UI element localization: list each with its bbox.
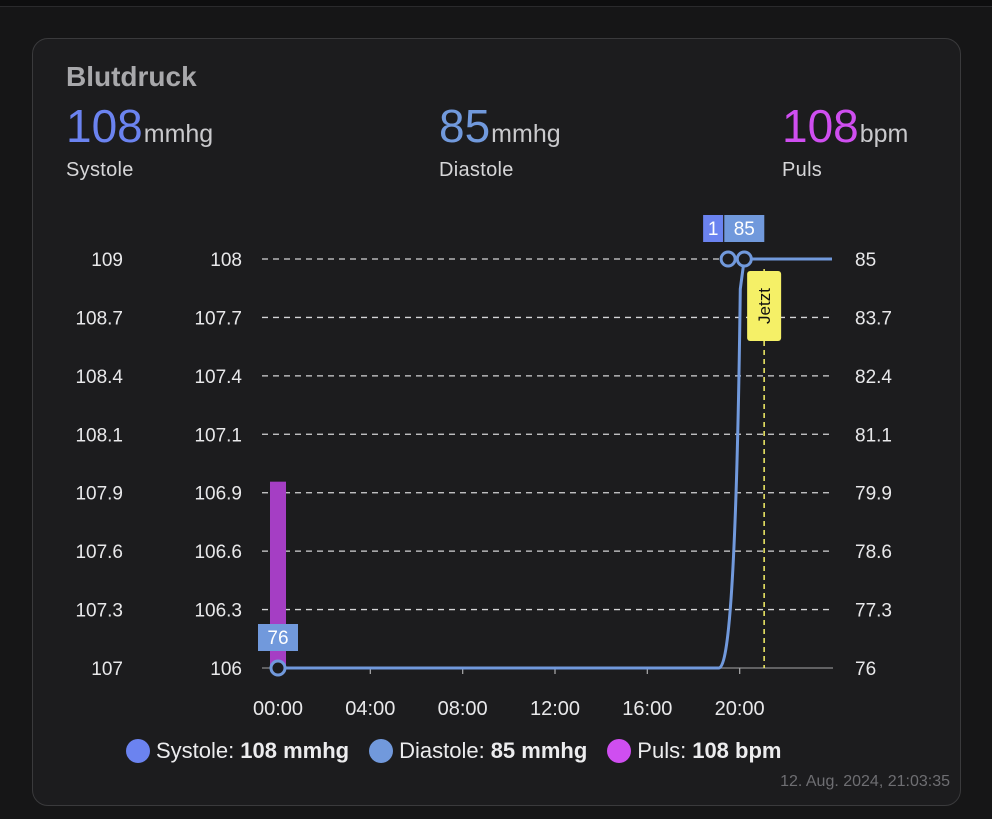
- now-marker-badge: [747, 271, 782, 341]
- last-updated-timestamp: 12. Aug. 2024, 21:03:35: [780, 773, 950, 790]
- y-tick-label-outer: 108.1: [75, 425, 123, 446]
- puls-bar: [270, 481, 286, 668]
- y-tick-label-outer: 108.4: [75, 367, 123, 388]
- y-tick-label-inner: 106.9: [194, 484, 242, 505]
- card-title: Blutdruck: [66, 61, 197, 92]
- data-point-marker: [719, 250, 737, 268]
- y-tick-label-inner: 107.4: [194, 367, 242, 388]
- y-tick-label-right: 82.4: [855, 367, 892, 388]
- y-tick-label-inner: 106: [210, 659, 242, 680]
- diastole-line: [278, 257, 832, 670]
- y-tick-label-inner: 106.6: [194, 542, 242, 563]
- dashboard-background: Blutdruck 108mmhg Systole 85mmhg Diastol…: [0, 6, 992, 819]
- y-tick-label-right: 85: [855, 250, 876, 271]
- legend-systole-name: Systole:: [156, 738, 235, 763]
- data-label-text: 1: [708, 219, 719, 240]
- systole-value: 108: [66, 100, 143, 152]
- y-tick-label-inner: 107.1: [194, 425, 242, 446]
- blood-pressure-chart[interactable]: 109 108 85 108.7 107.7 83.7 108.4 107.4 82.4 108.…: [33, 39, 960, 805]
- diastole-label: Diastole: [439, 159, 514, 181]
- legend-diastole-value: 85 mmhg: [490, 738, 588, 763]
- legend-puls-name: Puls:: [637, 738, 687, 763]
- puls-value: 108: [782, 100, 859, 152]
- y-tick-label-right: 76: [855, 659, 876, 680]
- data-label-text: 76: [267, 628, 288, 649]
- legend-diastole-name: Diastole:: [399, 738, 485, 763]
- legend-dot-systole: [126, 739, 150, 763]
- legend-item-systole[interactable]: Systole: 108 mmhg: [126, 738, 349, 764]
- diastole-stat: 85mmhg Diastole: [439, 103, 561, 182]
- data-label-badge: [258, 624, 298, 651]
- legend-dot-diastole: [369, 739, 394, 763]
- data-label-badge: [703, 215, 724, 242]
- y-tick-label-outer: 107.9: [75, 484, 123, 505]
- y-tick-label-inner: 108: [210, 250, 242, 271]
- x-tick-label: 16:00: [622, 698, 672, 720]
- chart-legend: Systole: 108 mmhg Diastole: 85 mmhg Puls…: [126, 738, 801, 764]
- data-label-text: 85: [734, 219, 755, 240]
- x-tick-label: 12:00: [530, 698, 580, 720]
- data-point-marker: [735, 250, 753, 268]
- y-tick-label-right: 77.3: [855, 601, 892, 622]
- y-tick-label-right: 79.9: [855, 484, 892, 505]
- now-marker-label: Jetzt: [755, 288, 774, 324]
- blood-pressure-card[interactable]: Blutdruck 108mmhg Systole 85mmhg Diastol…: [32, 38, 961, 806]
- y-tick-label-right: 81.1: [855, 425, 892, 446]
- diastole-unit: mmhg: [491, 120, 561, 148]
- legend-item-diastole[interactable]: Diastole: 85 mmhg: [369, 738, 587, 764]
- x-tick-label: 20:00: [715, 698, 765, 720]
- puls-stat: 108bpm Puls: [782, 103, 908, 182]
- y-tick-label-right: 78.6: [855, 542, 892, 563]
- legend-puls-value: 108 bpm: [692, 738, 782, 763]
- legend-systole-value: 108 mmhg: [240, 738, 350, 763]
- diastole-value: 85: [439, 100, 491, 152]
- y-tick-label-right: 83.7: [855, 308, 892, 329]
- legend-dot-puls: [607, 739, 632, 763]
- y-tick-label-outer: 109: [91, 250, 123, 271]
- systole-stat: 108mmhg Systole: [66, 103, 213, 182]
- legend-item-puls[interactable]: Puls: 108 bpm: [607, 738, 781, 764]
- y-tick-label-outer: 107.3: [75, 601, 123, 622]
- y-tick-label-outer: 107.6: [75, 542, 123, 563]
- y-tick-label-inner: 106.3: [194, 601, 242, 622]
- data-point-marker: [269, 659, 287, 677]
- puls-label: Puls: [782, 159, 823, 181]
- x-tick-label: 08:00: [438, 698, 488, 720]
- systole-unit: mmhg: [143, 120, 214, 148]
- y-tick-label-inner: 107.7: [194, 308, 242, 329]
- y-tick-label-outer: 107: [91, 659, 123, 680]
- y-tick-label-outer: 108.7: [75, 308, 123, 329]
- x-tick-label: 04:00: [345, 698, 395, 720]
- puls-unit: bpm: [859, 120, 909, 148]
- systole-label: Systole: [66, 159, 134, 181]
- x-tick-label: 00:00: [253, 698, 303, 720]
- data-label-badge: [724, 215, 765, 242]
